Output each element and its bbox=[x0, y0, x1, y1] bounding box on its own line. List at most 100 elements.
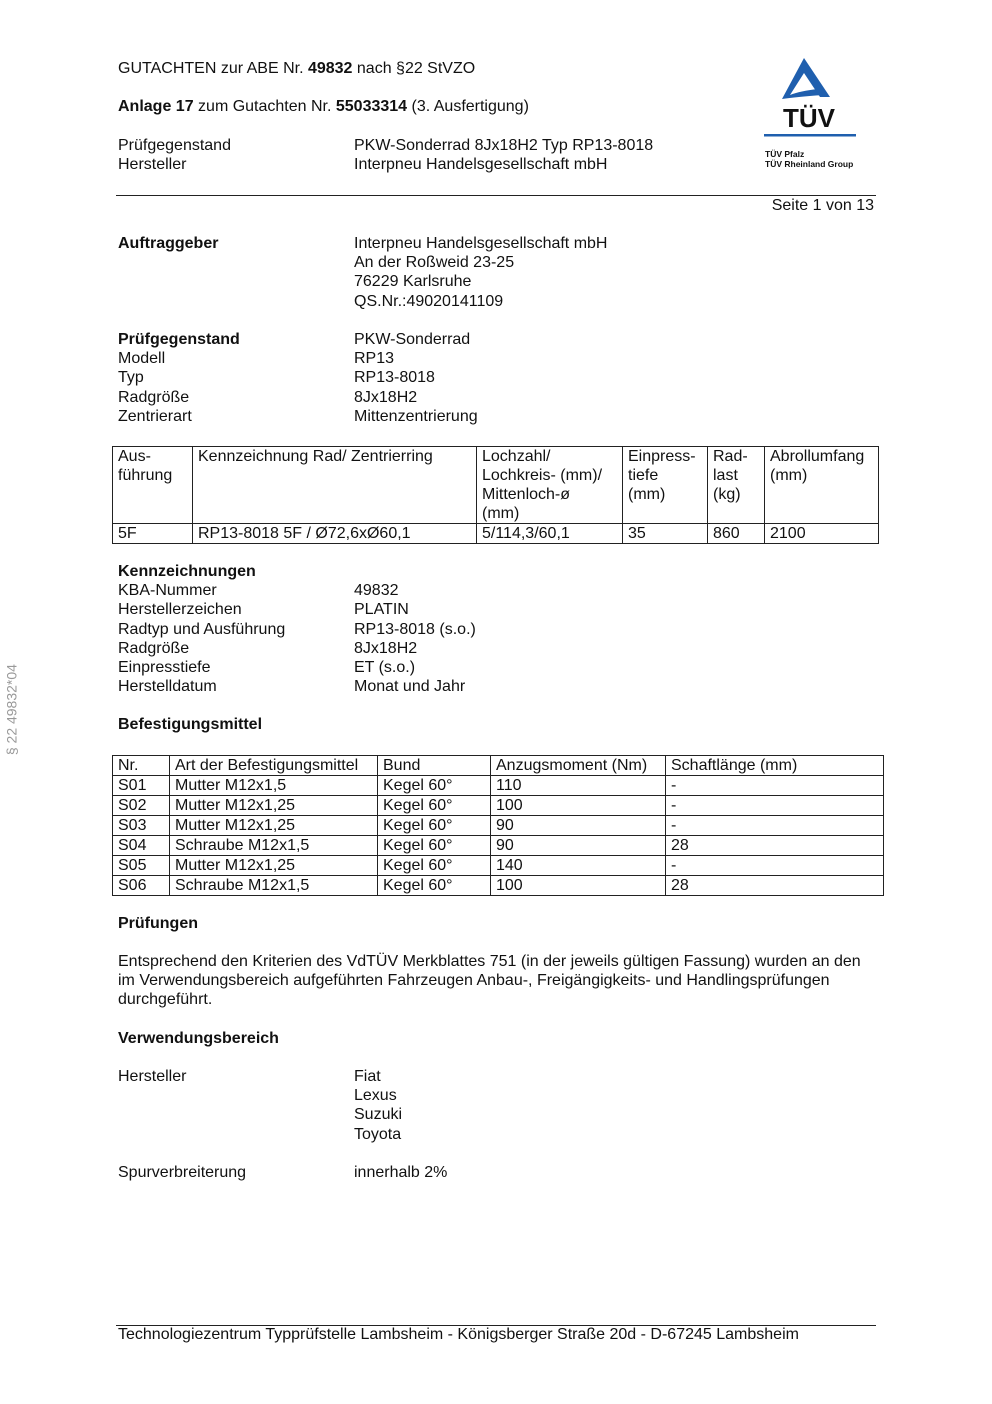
table-row: 5F RP13-8018 5F / Ø72,6xØ60,1 5/114,3/60,1… bbox=[112, 523, 879, 544]
field-value: RP13-8018 bbox=[354, 369, 435, 387]
table-cell: 28 bbox=[665, 875, 884, 896]
field-label: Radgröße bbox=[118, 639, 190, 657]
field-value: RP13-8018 (s.o.) bbox=[354, 620, 476, 638]
table-header-row: Aus- führung Kennzeichnung Rad/ Zentrierr… bbox=[112, 446, 879, 524]
svg-text:TÜV Rheinland Group: TÜV Rheinland Group bbox=[765, 159, 853, 169]
table-cell: Kegel 60° bbox=[377, 775, 491, 796]
svg-text:TÜV Pfalz: TÜV Pfalz bbox=[765, 149, 804, 159]
table-cell: Mutter M12x1,25 bbox=[169, 795, 378, 816]
field-label: Einpresstiefe bbox=[118, 658, 211, 676]
field-value: innerhalb 2% bbox=[354, 1164, 448, 1181]
field-value: Toyota bbox=[354, 1125, 402, 1143]
table-row: S04 Schraube M12x1,5 Kegel 60° 90 28 bbox=[112, 835, 884, 856]
table-cell: Mutter M12x1,5 bbox=[169, 775, 378, 796]
field-label: Prüfgegenstand bbox=[118, 137, 231, 154]
table-cell: 35 bbox=[622, 523, 708, 544]
footer-address: Technologiezentrum Typprüfstelle Lambshe… bbox=[118, 1326, 799, 1343]
table-cell: Kegel 60° bbox=[377, 835, 491, 856]
field-value: Interpneu Handelsgesellschaft mbH bbox=[354, 156, 608, 174]
field-value: RP13 bbox=[354, 350, 395, 368]
table-cell: RP13-8018 5F / Ø72,6xØ60,1 bbox=[192, 523, 477, 544]
table-cell: 140 bbox=[490, 855, 666, 876]
field-label: KBA-Nummer bbox=[118, 582, 217, 600]
column-header: Aus- führung bbox=[112, 446, 193, 524]
column-header: Bund bbox=[377, 755, 491, 776]
table-row: S05 Mutter M12x1,25 Kegel 60° 140- bbox=[112, 855, 884, 876]
field-value: QS.Nr.:49020141109 bbox=[354, 292, 504, 310]
column-header: Art der Befestigungsmittel bbox=[169, 755, 378, 776]
column-header: Lochzahl/ Lochkreis- (mm)/ Mittenloch-ø … bbox=[476, 446, 623, 524]
table-cell: 860 bbox=[707, 523, 765, 544]
table-row: S02 Mutter M12x1,25 Kegel 60° 100- bbox=[112, 795, 884, 816]
column-header: Schaftlänge (mm) bbox=[665, 755, 884, 776]
table-cell: 110 bbox=[490, 775, 666, 796]
field-label: Hersteller bbox=[118, 156, 187, 174]
column-header: Nr. bbox=[112, 755, 170, 776]
svg-text:TÜV: TÜV bbox=[783, 103, 836, 133]
tuv-logo: TÜV TÜV Pfalz TÜV Rheinland Group bbox=[760, 55, 860, 175]
annex-line: Anlage 17 zum Gutachten Nr. 55033314 (3.… bbox=[118, 98, 529, 115]
scope-heading: Verwendungsbereich bbox=[118, 1030, 279, 1047]
table-cell: S02 bbox=[112, 795, 170, 816]
field-label: Auftraggeber bbox=[118, 235, 219, 252]
table-cell: 5F bbox=[112, 523, 193, 544]
field-label: Herstellerzeichen bbox=[118, 601, 242, 619]
table-cell: - bbox=[665, 855, 884, 876]
field-value: 49832 bbox=[354, 582, 399, 600]
field-value: Fiat bbox=[354, 1068, 381, 1085]
table-cell: Schraube M12x1,5 bbox=[169, 835, 378, 856]
table-cell: Mutter M12x1,25 bbox=[169, 815, 378, 836]
field-label: Hersteller bbox=[118, 1068, 187, 1085]
table-cell: - bbox=[665, 795, 884, 816]
field-value: Suzuki bbox=[354, 1106, 403, 1124]
table-cell: 2100 bbox=[764, 523, 879, 544]
wheel-table: Aus- führung Kennzeichnung Rad/ Zentrierr… bbox=[112, 446, 879, 544]
field-value: An der Roßweid 23-25 bbox=[354, 254, 515, 272]
field-value: 8Jx18H2 bbox=[354, 639, 418, 657]
field-label: Radgröße bbox=[118, 388, 190, 406]
table-cell: Mutter M12x1,25 bbox=[169, 855, 378, 876]
field-value: Mittenzentrierung bbox=[354, 407, 478, 425]
field-value: 76229 Karlsruhe bbox=[354, 273, 472, 291]
table-cell: S01 bbox=[112, 775, 170, 796]
report-title: GUTACHTEN zur ABE Nr. 49832 nach §22 StV… bbox=[118, 60, 476, 77]
field-label: Typ bbox=[118, 369, 144, 387]
fasteners-heading: Befestigungsmittel bbox=[118, 716, 263, 733]
table-cell: Kegel 60° bbox=[377, 795, 491, 816]
field-value: ET (s.o.) bbox=[354, 658, 416, 676]
field-value: PLATIN bbox=[354, 601, 409, 619]
table-cell: 100 bbox=[490, 875, 666, 896]
table-cell: - bbox=[665, 775, 884, 796]
field-value: PKW-Sonderrad 8Jx18H2 Typ RP13-8018 bbox=[354, 137, 654, 154]
field-label: Zentrierart bbox=[118, 407, 192, 425]
table-header-row: Nr. Art der Befestigungsmittel Bund Anzugsm… bbox=[112, 755, 884, 776]
table-cell: 100 bbox=[490, 795, 666, 816]
column-header: Abrollumfang (mm) bbox=[764, 446, 879, 524]
table-row: S06 Schraube M12x1,5 Kegel 60° 100 28 bbox=[112, 875, 884, 896]
field-label: Radtyp und Ausführung bbox=[118, 620, 286, 638]
table-cell: S05 bbox=[112, 855, 170, 876]
table-cell: - bbox=[665, 815, 884, 836]
field-value: Monat und Jahr bbox=[354, 678, 466, 696]
field-label: Prüfgegenstand bbox=[118, 331, 240, 348]
page-number: Seite 1 von 13 bbox=[771, 197, 874, 214]
header-divider bbox=[116, 195, 876, 196]
table-cell: 5/114,3/60,1 bbox=[476, 523, 623, 544]
field-label: Herstelldatum bbox=[118, 678, 217, 696]
table-cell: S03 bbox=[112, 815, 170, 836]
field-value: Lexus bbox=[354, 1087, 397, 1105]
field-value: 8Jx18H2 bbox=[354, 388, 418, 406]
field-value: PKW-Sonderrad bbox=[354, 331, 471, 348]
table-row: S03 Mutter M12x1,25 Kegel 60° 90- bbox=[112, 815, 884, 836]
table-cell: S04 bbox=[112, 835, 170, 856]
table-cell: Kegel 60° bbox=[377, 875, 491, 896]
field-label: Spurverbreiterung bbox=[118, 1164, 247, 1181]
table-cell: 90 bbox=[490, 835, 666, 856]
field-label: Kennzeichnungen bbox=[118, 563, 256, 580]
table-cell: Kegel 60° bbox=[377, 815, 491, 836]
fasteners-table: Nr. Art der Befestigungsmittel Bund Anzugsm… bbox=[112, 755, 884, 896]
field-value: Interpneu Handelsgesellschaft mbH bbox=[354, 235, 608, 252]
column-header: Kennzeichnung Rad/ Zentrierring bbox=[192, 446, 477, 524]
table-cell: 28 bbox=[665, 835, 884, 856]
